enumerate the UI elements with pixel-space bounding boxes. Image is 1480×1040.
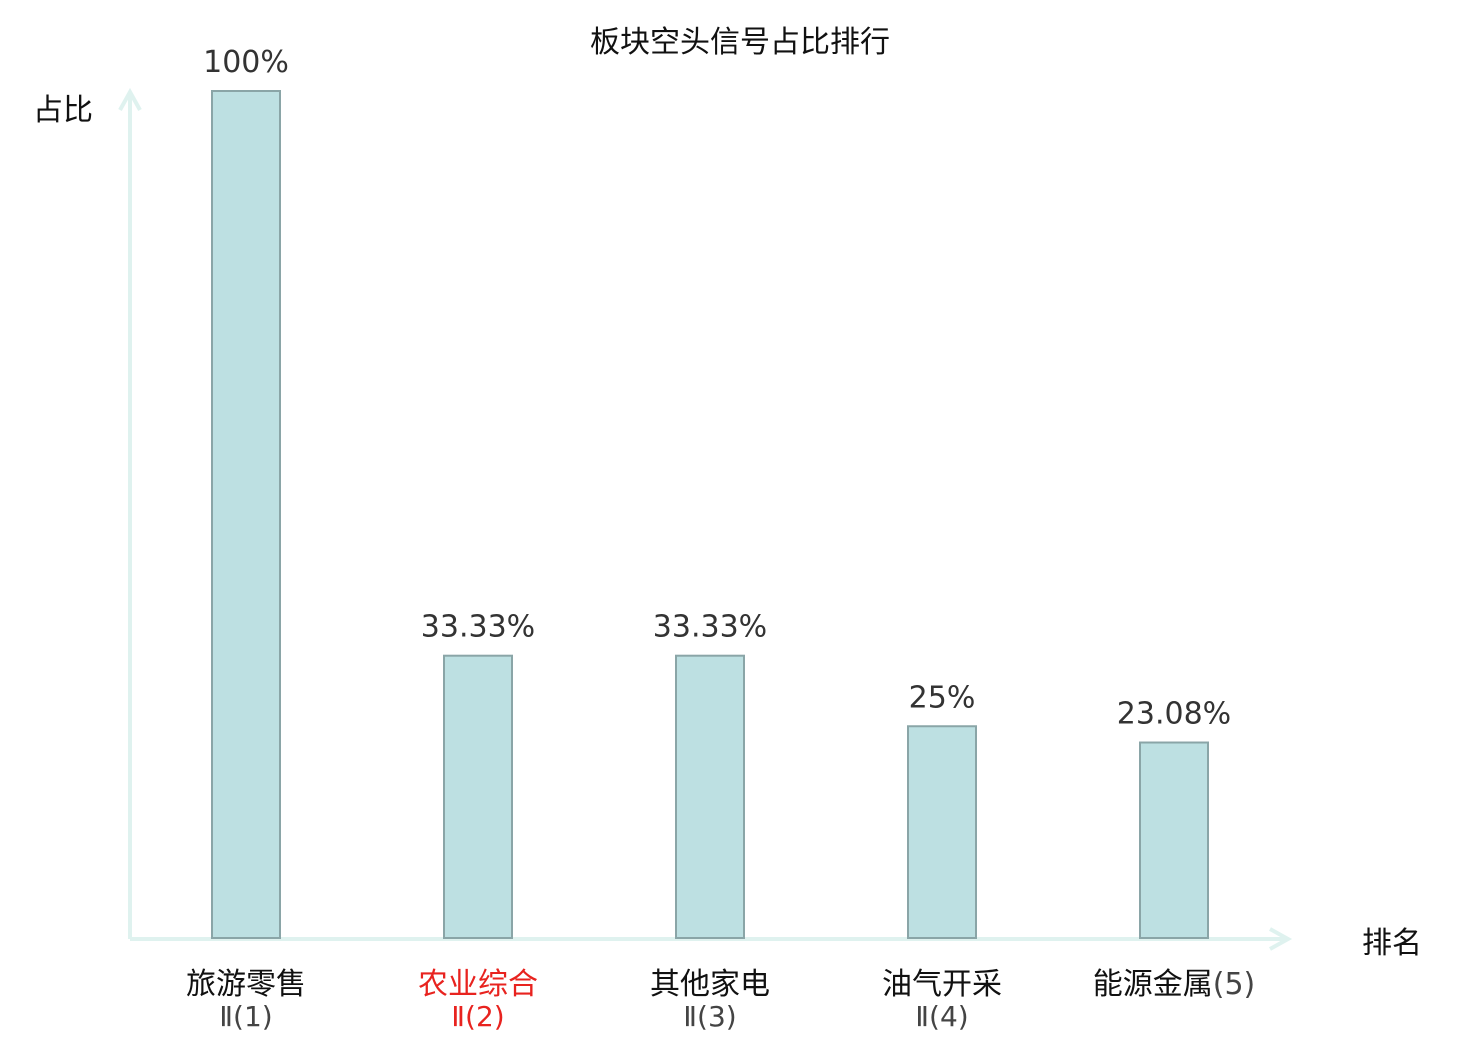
category-name: 能源金属 — [1093, 967, 1213, 1002]
category-rank-1: Ⅱ(1) — [219, 1000, 272, 1033]
value-labels: 100% 33.33% 33.33% 25% 23.08% — [203, 45, 1231, 732]
bar-4 — [907, 725, 977, 939]
category-rank-4: Ⅱ(4) — [915, 1000, 968, 1033]
category-label-5: 能源金属(5) — [1093, 967, 1256, 1002]
category-label-2: 农业综合 — [418, 967, 538, 1002]
category-rank-2: Ⅱ(2) — [451, 1000, 504, 1033]
x-axis — [130, 927, 1293, 951]
chart-title: 板块空头信号占比排行 — [590, 25, 890, 60]
category-rank-3: Ⅱ(3) — [683, 1000, 736, 1033]
value-label-2: 33.33% — [421, 610, 535, 645]
category-label-4: 油气开采 — [882, 967, 1002, 1002]
bars — [211, 90, 1209, 939]
bar-5 — [1139, 741, 1209, 939]
category-label-3: 其他家电 — [650, 967, 770, 1002]
y-axis-label: 占比 — [33, 93, 93, 128]
category-rank: (5) — [1213, 967, 1256, 1002]
bar-1 — [211, 90, 281, 939]
y-axis — [118, 87, 142, 939]
value-label-3: 33.33% — [653, 610, 767, 645]
value-label-1: 100% — [203, 45, 289, 80]
category-label-1: 旅游零售 — [186, 967, 306, 1002]
x-axis-label: 排名 — [1362, 926, 1422, 961]
value-label-4: 25% — [909, 680, 976, 715]
bar-3 — [675, 654, 745, 939]
value-label-5: 23.08% — [1117, 697, 1231, 732]
bar-2 — [443, 654, 513, 939]
